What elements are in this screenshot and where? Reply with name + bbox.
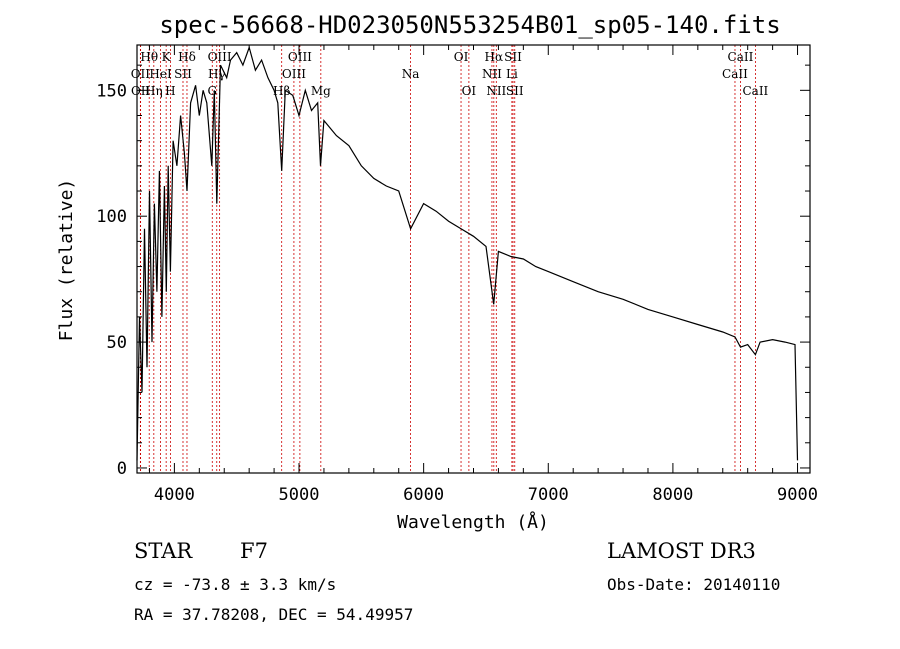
line-label-15: Mg [311, 84, 331, 98]
line-label-26: CaII [722, 67, 748, 81]
line-label-7: H [165, 84, 175, 98]
line-label-16: Na [402, 67, 420, 81]
line-label-25: CaII [728, 50, 754, 64]
x-tick-label-5: 9000 [777, 485, 818, 505]
line-label-21: NII [486, 84, 506, 98]
x-axis-label: Wavelength (Å) [397, 511, 549, 533]
line-label-20: NII [482, 67, 502, 81]
x-tick-label-0: 4000 [154, 485, 195, 505]
line-label-22: SII [504, 50, 522, 64]
y-axis-label: Flux (relative) [56, 179, 77, 342]
y-tick-label-0: 0 [117, 459, 127, 479]
y-tick-label-1: 50 [107, 333, 127, 353]
line-label-2: OII [131, 84, 151, 98]
line-label-27: CaII [742, 84, 768, 98]
obs-date-text: Obs-Date: 20140110 [607, 575, 780, 594]
line-label-10: Hγ [208, 67, 226, 81]
line-label-13: OIII [288, 50, 312, 64]
x-axis: 4000 5000 6000 7000 8000 9000 [148, 45, 818, 505]
line-label-17: OI [454, 50, 469, 64]
x-tick-label-2: 6000 [403, 485, 444, 505]
x-tick-label-3: 7000 [528, 485, 569, 505]
y-axis: 0 50 100 150 [96, 64, 810, 479]
line-label-14: OIII [282, 67, 306, 81]
line-label-4: Hη [145, 84, 163, 98]
survey-name: LAMOST DR3 [607, 539, 756, 563]
line-label-8: Hδ [178, 50, 196, 64]
x-tick-label-4: 8000 [652, 485, 693, 505]
line-label-19: Hα [485, 50, 504, 64]
line-label-18: OI [462, 84, 477, 98]
plot-frame [136, 44, 811, 474]
coordinates-text: RA = 37.78208, DEC = 54.49957 [134, 605, 413, 624]
object-subclass: F7 [240, 539, 268, 563]
y-tick-label-2: 100 [96, 207, 127, 227]
line-label-0: Hθ [140, 50, 158, 64]
line-label-9: OIII [208, 50, 232, 64]
line-label-23: Li [506, 67, 518, 81]
y-tick-label-3: 150 [96, 81, 127, 101]
line-label-3: HeI [149, 67, 172, 81]
x-tick-label-1: 5000 [279, 485, 320, 505]
object-class: STAR [134, 539, 193, 563]
line-label-24: SII [506, 84, 524, 98]
redshift-text: cz = -73.8 ± 3.3 km/s [134, 575, 336, 594]
line-label-5: K [162, 50, 172, 64]
spectrum-line [136, 45, 799, 461]
line-label-11: G [207, 84, 217, 98]
line-label-1: OII [131, 67, 151, 81]
line-label-12: Hβ [273, 84, 290, 98]
spectral-line-markers [139, 45, 756, 473]
line-label-6: SII [174, 67, 192, 81]
chart-title: spec-56668-HD023050N553254B01_sp05-140.f… [159, 11, 780, 39]
